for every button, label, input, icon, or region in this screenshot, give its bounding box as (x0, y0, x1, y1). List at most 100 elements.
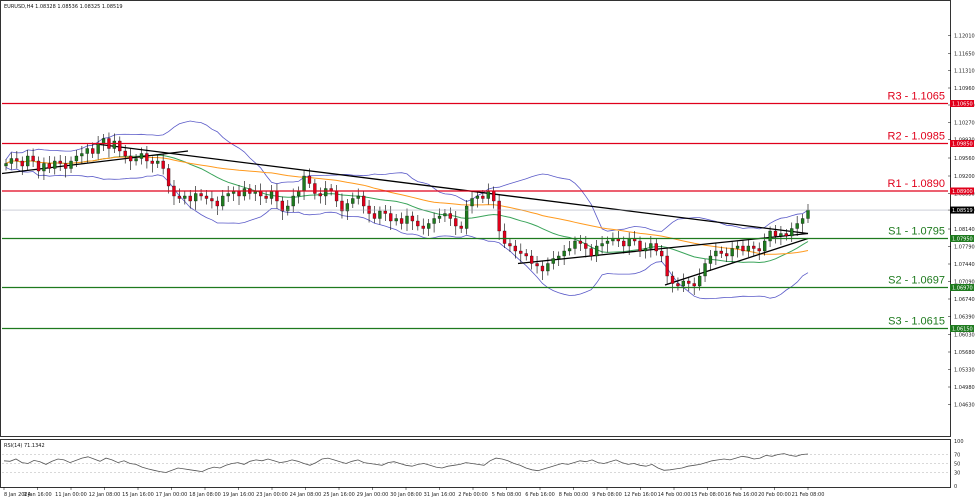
price-tag (950, 235, 974, 242)
candle-body (421, 225, 425, 229)
candle-body (204, 195, 209, 199)
candle-body (156, 160, 160, 164)
candle-body (26, 155, 30, 167)
candle-body (405, 215, 409, 224)
candle-body (654, 243, 658, 252)
level-label: R3 - 1.1065 (888, 91, 945, 103)
y-tick-label: 1.10960 (954, 86, 975, 92)
candle-body (134, 158, 138, 162)
y-tick-label: 1.04630 (954, 403, 975, 409)
rsi-line (3, 453, 809, 473)
trendline-early (1, 150, 189, 175)
candle-body (389, 213, 393, 222)
candle-body (194, 193, 198, 202)
rsi-level-label: 100 (954, 439, 964, 445)
candle-body (567, 248, 572, 252)
candle-body (324, 188, 328, 197)
candle-body (210, 198, 214, 202)
candle-body (605, 240, 610, 244)
candle-body (492, 190, 496, 202)
candle-body (697, 275, 702, 287)
candle-body (15, 158, 19, 162)
candle-body (524, 253, 528, 257)
candle-body (519, 250, 523, 254)
candle-body (101, 138, 106, 144)
price-tag (950, 140, 974, 147)
candle-body (448, 213, 452, 219)
candle-body (20, 160, 24, 167)
candle-body (735, 245, 740, 249)
candle-body (215, 200, 219, 207)
candle-body (708, 255, 713, 264)
candle-body (562, 250, 566, 257)
level-label: S3 - 1.0615 (888, 316, 945, 328)
candle-body (730, 248, 734, 257)
candle-body (177, 195, 182, 199)
candle-body (546, 263, 550, 272)
candle-body (795, 223, 799, 229)
price-tag (950, 187, 974, 195)
candle-body (470, 198, 474, 207)
price-tag-label: 1.10650 (952, 102, 973, 108)
x-tick-label: 15 Jan 16:00 (122, 492, 154, 498)
candle-body (85, 148, 89, 154)
candle-body (454, 218, 458, 227)
price-tag (950, 206, 974, 214)
candle-body (784, 233, 788, 237)
candle-body (367, 205, 371, 214)
price-pane (0, 0, 951, 437)
candle-body (383, 210, 387, 214)
x-tick-label: 8 Jan 2024 (4, 492, 31, 498)
x-tick-label: 15 Feb 08:00 (691, 492, 724, 498)
rsi-level-label: 70 (954, 453, 960, 459)
level-label: S2 - 1.0697 (888, 275, 945, 287)
candle-body (280, 200, 285, 212)
y-tick-label: 1.12010 (954, 34, 975, 40)
candle-body (269, 190, 274, 199)
candle-body (703, 263, 707, 277)
candle-body (578, 240, 583, 244)
candle-body (275, 190, 279, 202)
candle-body (123, 150, 127, 157)
candle-body (763, 240, 767, 252)
candle-body (806, 209, 810, 219)
candle-body (773, 230, 778, 237)
candle-body (264, 195, 268, 199)
x-tick-label: 6 Feb 16:00 (525, 492, 555, 498)
candle-body (145, 153, 149, 162)
candle-body (199, 193, 203, 197)
candle-body (410, 215, 415, 222)
x-tick-label: 21 Feb 08:00 (792, 492, 825, 498)
candle-body (800, 218, 805, 224)
candle-body (475, 195, 480, 199)
candle-body (112, 140, 117, 149)
candle-body (600, 243, 604, 247)
candle-body (497, 200, 501, 232)
candle-body (660, 250, 664, 257)
y-tick-label: 1.08140 (954, 227, 975, 233)
y-tick-label: 1.05330 (954, 368, 975, 374)
y-tick-label: 1.07790 (954, 245, 975, 251)
price-tag-label: 1.08900 (952, 189, 973, 195)
candle-body (362, 195, 366, 207)
candle-body (643, 248, 648, 252)
candle-body (183, 195, 187, 199)
candle-body (313, 183, 317, 194)
candle-body (486, 190, 490, 199)
y-tick-label: 1.04980 (954, 385, 975, 391)
moving-average-fast (5, 154, 809, 264)
candle-body (96, 143, 100, 154)
candle-body (416, 220, 420, 227)
level-label: R2 - 1.0985 (888, 131, 945, 143)
price-tag (950, 325, 974, 332)
support-resistance-levels: R3 - 1.1065 R2 - 1.0985 R1 - 1.0890 S1 - 1.… (2, 91, 948, 330)
candle-body (681, 280, 686, 287)
price-tag-label: 1.06150 (952, 327, 973, 333)
candle-body (427, 223, 431, 229)
candle-body (63, 163, 68, 169)
x-tick-label: 16 Feb 16:00 (725, 492, 758, 498)
candle-body (286, 205, 290, 212)
candle-body (399, 218, 404, 224)
candle-body (237, 190, 241, 197)
